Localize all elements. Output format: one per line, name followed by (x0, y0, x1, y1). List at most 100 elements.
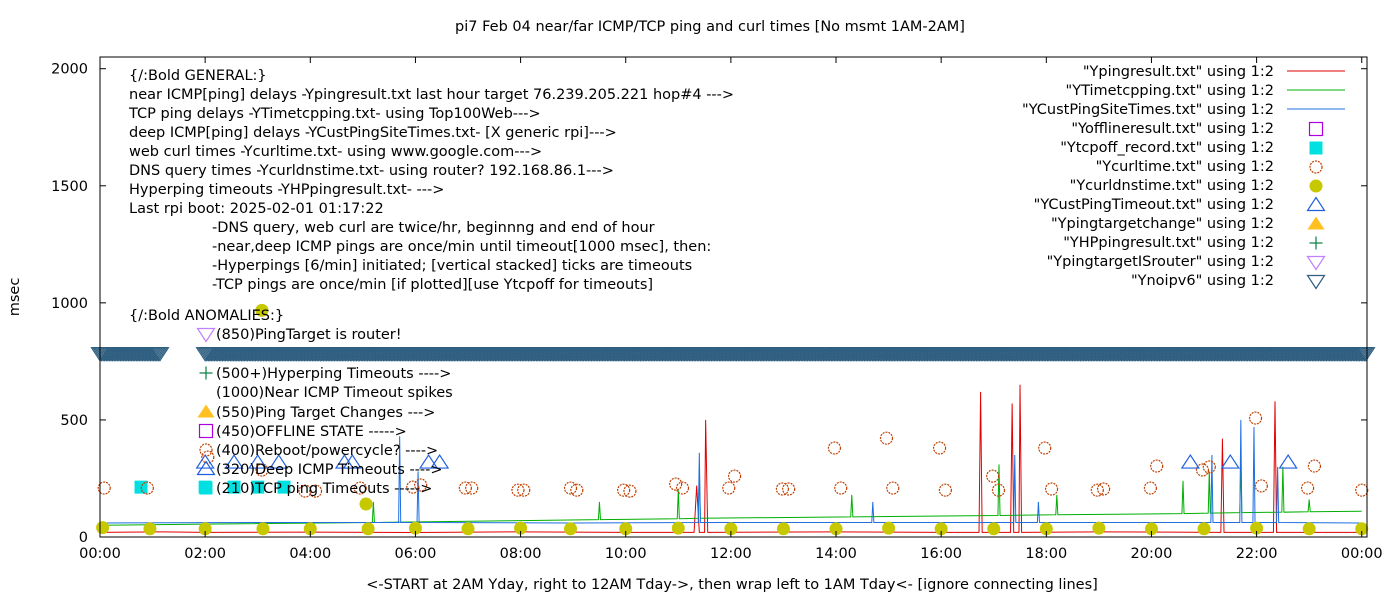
anomaly-marker (196, 460, 216, 476)
annotation-anomaly-line: (1000)Near ICMP Timeout spikes (216, 385, 453, 401)
chart-title: pi7 Feb 04 near/far ICMP/TCP ping and cu… (455, 19, 965, 35)
series-point (1355, 483, 1369, 497)
legend-label: "Ycurldnstime.txt" using 1:2 (1070, 178, 1274, 194)
annotation-general-line: near ICMP[ping] delays -Ypingresult.txt … (129, 87, 734, 103)
series-point (1180, 453, 1200, 469)
series-point (1092, 521, 1106, 535)
series-point (1300, 481, 1315, 495)
series-point (1250, 521, 1264, 535)
annotation-general-line: Last rpi boot: 2025-02-01 01:17:22 (129, 201, 384, 217)
series-point (987, 522, 1001, 536)
y-tick-label: 500 (60, 413, 88, 429)
series-point (408, 521, 422, 535)
series-point (1307, 459, 1322, 473)
annotation-general-line: TCP ping delays -YTimetcpping.txt- using… (128, 106, 541, 122)
series-point (1197, 522, 1211, 536)
legend-marker-sample (1309, 179, 1323, 193)
series-point (834, 481, 848, 495)
series-point (934, 522, 948, 536)
series-point (1202, 460, 1216, 474)
series-6 (96, 303, 1369, 536)
series-point (198, 522, 212, 536)
annotation-general-line: web curl times -Ycurltime.txt- using www… (129, 144, 542, 160)
series-point (342, 453, 362, 469)
series-point (1220, 453, 1240, 469)
annotation-note-line: -Hyperpings [6/min] initiated; [vertical… (212, 258, 692, 274)
anomaly-marker (197, 404, 215, 418)
series-point (1039, 522, 1053, 536)
series-point (461, 522, 475, 536)
annotation-note-line: -near,deep ICMP pings are once/min until… (212, 239, 711, 255)
annotation-anomaly-line: (850)PingTarget is router! (216, 327, 402, 343)
series-point (458, 481, 472, 495)
series-point (782, 482, 796, 496)
series-point (430, 453, 450, 469)
series-point (879, 431, 894, 445)
series-point (465, 481, 479, 495)
anomaly-marker (199, 481, 213, 495)
series-7 (195, 453, 1298, 469)
annotation-general-line: deep ICMP[ping] delays -YCustPingSiteTim… (129, 125, 617, 141)
x-tick-label: 20:00 (1131, 546, 1173, 562)
x-tick-label: 22:00 (1236, 546, 1278, 562)
series-point (1044, 482, 1059, 496)
series-point (675, 481, 690, 495)
x-tick-label: 06:00 (395, 546, 437, 562)
legend-marker-sample (1309, 141, 1323, 155)
series-point (1195, 463, 1210, 477)
legend-marker-sample (1308, 121, 1324, 137)
series-point (671, 521, 685, 535)
y-tick-label: 1500 (51, 179, 88, 195)
legend-marker-sample (1306, 196, 1326, 212)
legend-label: "YCustPingTimeout.txt" using 1:2 (1034, 197, 1274, 213)
y-tick-label: 0 (79, 530, 88, 546)
series-point (308, 484, 323, 498)
annotation-anomaly-line: (450)OFFLINE STATE -----> (216, 424, 407, 440)
legend-label: "Ycurltime.txt" using 1:2 (1096, 159, 1274, 175)
series-point (727, 469, 742, 483)
series-point (256, 522, 270, 536)
legend-marker-sample (1306, 274, 1326, 290)
series-point (1356, 347, 1376, 362)
plot-border (99, 56, 1368, 538)
series-point (1254, 479, 1268, 493)
series-point (195, 453, 215, 469)
series-point (143, 522, 157, 536)
series-point (986, 469, 1000, 483)
x-tick-label: 12:00 (710, 546, 752, 562)
annotation-anomaly-line: (320)Deep ICMP Timeouts ----> (216, 462, 443, 478)
series-point (298, 484, 312, 498)
annotation-note-line: -DNS query, web curl are twice/hr, begin… (212, 220, 655, 236)
series-point (361, 522, 375, 536)
series-point (514, 521, 528, 535)
series-point (96, 521, 110, 535)
series-point (1248, 411, 1263, 425)
series-point (722, 481, 736, 495)
annotation-note-line: -TCP pings are once/min [if plotted][use… (212, 277, 653, 293)
series-point (248, 453, 268, 469)
series-2 (99, 419, 1362, 524)
series-point (511, 483, 525, 497)
legend-label: "Ynoipv6" using 1:2 (1131, 273, 1274, 289)
x-tick-label: 02:00 (184, 546, 226, 562)
anomaly-marker (198, 423, 214, 439)
annotation-general-line: DNS query times -Ycurldnstime.txt- using… (129, 163, 614, 179)
series-point (932, 441, 947, 455)
legend-marker-sample (1309, 160, 1323, 174)
series-point (827, 441, 842, 455)
y-axis-label: msec (7, 278, 23, 317)
series-point (991, 483, 1006, 497)
x-tick-label: 18:00 (1025, 546, 1067, 562)
series-point (353, 481, 367, 495)
series-point (97, 481, 111, 495)
series-point (1144, 522, 1158, 536)
series-point (1097, 482, 1111, 496)
x-tick-label: 04:00 (289, 546, 331, 562)
series-point (1355, 522, 1369, 536)
series-point (277, 480, 291, 494)
series-point (1150, 459, 1164, 473)
series-point (1038, 441, 1052, 455)
x-tick-label: 00:00 (79, 546, 121, 562)
series-point (570, 483, 584, 497)
